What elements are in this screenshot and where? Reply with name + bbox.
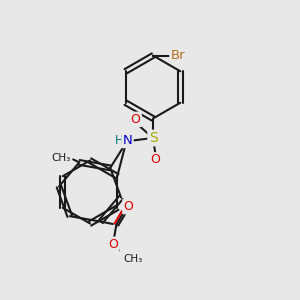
Text: S: S	[148, 131, 158, 145]
Text: N: N	[123, 134, 132, 147]
Text: H: H	[115, 134, 124, 147]
Text: O: O	[151, 153, 160, 167]
Text: O: O	[123, 200, 133, 213]
Text: O: O	[131, 113, 140, 126]
Text: CH₃: CH₃	[51, 153, 70, 163]
Text: CH₃: CH₃	[124, 254, 143, 264]
Text: Br: Br	[171, 49, 185, 62]
Text: O: O	[108, 238, 118, 251]
